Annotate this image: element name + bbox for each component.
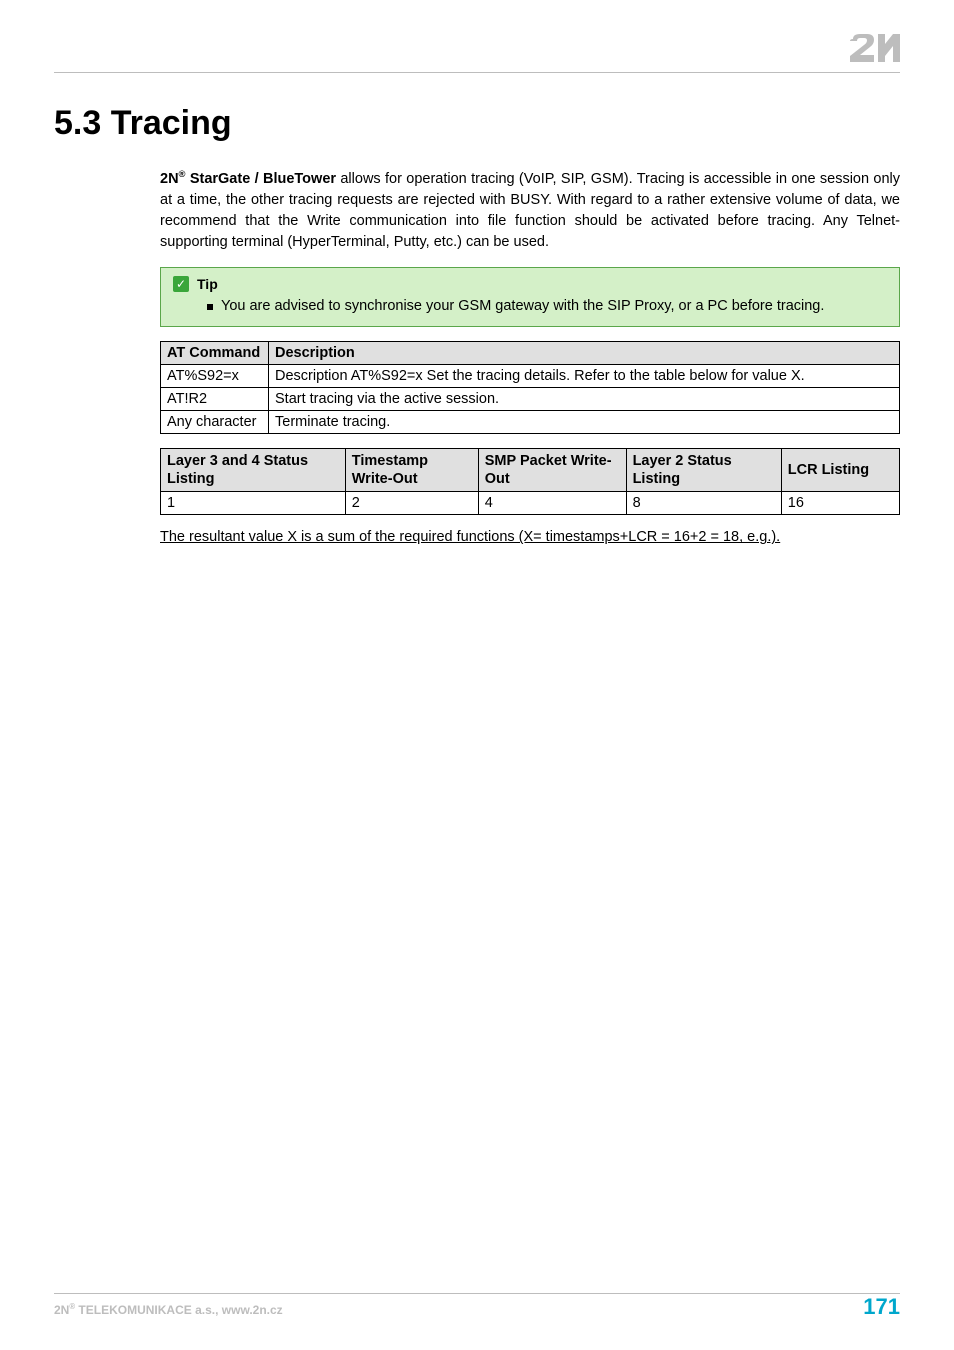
header-rule bbox=[54, 72, 900, 73]
content-area: 2N® StarGate / BlueTower allows for oper… bbox=[160, 167, 900, 548]
th: Layer 3 and 4 Status Listing bbox=[161, 449, 346, 492]
tip-body: You are advised to synchronise your GSM … bbox=[173, 296, 887, 316]
result-note: The resultant value X is a sum of the re… bbox=[160, 527, 900, 548]
page-title: 5.3 Tracing bbox=[54, 104, 900, 143]
footer-company: 2N® TELEKOMUNIKACE a.s., www.2n.cz bbox=[54, 1302, 283, 1317]
th: LCR Listing bbox=[781, 449, 899, 492]
td-cmd: Any character bbox=[161, 411, 269, 434]
footer: 2N® TELEKOMUNIKACE a.s., www.2n.cz 171 bbox=[54, 1294, 900, 1320]
table-row: AT%S92=x Description AT%S92=x Set the tr… bbox=[161, 365, 900, 388]
at-command-table: AT Command Description AT%S92=x Descript… bbox=[160, 341, 900, 434]
table-row: AT!R2 Start tracing via the active sessi… bbox=[161, 388, 900, 411]
table-row: 1 2 4 8 16 bbox=[161, 492, 900, 515]
td: 4 bbox=[478, 492, 626, 515]
td: 2 bbox=[345, 492, 478, 515]
td-cmd: AT%S92=x bbox=[161, 365, 269, 388]
tip-text: You are advised to synchronise your GSM … bbox=[221, 296, 824, 316]
td-desc: Start tracing via the active session. bbox=[269, 388, 900, 411]
intro-paragraph: 2N® StarGate / BlueTower allows for oper… bbox=[160, 167, 900, 253]
intro-bold-prefix: 2N bbox=[160, 171, 179, 187]
tip-inner: ✓ Tip You are advised to synchronise you… bbox=[161, 268, 899, 326]
tip-title: Tip bbox=[197, 276, 218, 292]
th-at-command: AT Command bbox=[161, 342, 269, 365]
intro-bold: 2N® StarGate / BlueTower bbox=[160, 171, 336, 187]
tip-header: ✓ Tip bbox=[173, 276, 887, 292]
bullet-icon bbox=[207, 304, 213, 310]
td-desc: Description AT%S92=x Set the tracing det… bbox=[269, 365, 900, 388]
footer-rest: TELEKOMUNIKACE a.s., www.2n.cz bbox=[75, 1303, 283, 1317]
tip-callout: ✓ Tip You are advised to synchronise you… bbox=[160, 267, 900, 327]
page-number: 171 bbox=[863, 1294, 900, 1320]
table-row: Any character Terminate tracing. bbox=[161, 411, 900, 434]
td-desc: Terminate tracing. bbox=[269, 411, 900, 434]
table-row: AT Command Description bbox=[161, 342, 900, 365]
th: SMP Packet Write-Out bbox=[478, 449, 626, 492]
td-cmd: AT!R2 bbox=[161, 388, 269, 411]
check-icon: ✓ bbox=[173, 276, 189, 292]
page: 5.3 Tracing 2N® StarGate / BlueTower all… bbox=[0, 0, 954, 1350]
footer-prefix: 2N bbox=[54, 1303, 69, 1317]
th: Timestamp Write-Out bbox=[345, 449, 478, 492]
intro-bold-tail: StarGate / BlueTower bbox=[185, 171, 336, 187]
brand-logo bbox=[850, 34, 900, 67]
value-table: Layer 3 and 4 Status Listing Timestamp W… bbox=[160, 448, 900, 515]
td: 16 bbox=[781, 492, 899, 515]
th-description: Description bbox=[269, 342, 900, 365]
td: 8 bbox=[626, 492, 781, 515]
td: 1 bbox=[161, 492, 346, 515]
table-row: Layer 3 and 4 Status Listing Timestamp W… bbox=[161, 449, 900, 492]
th: Layer 2 Status Listing bbox=[626, 449, 781, 492]
